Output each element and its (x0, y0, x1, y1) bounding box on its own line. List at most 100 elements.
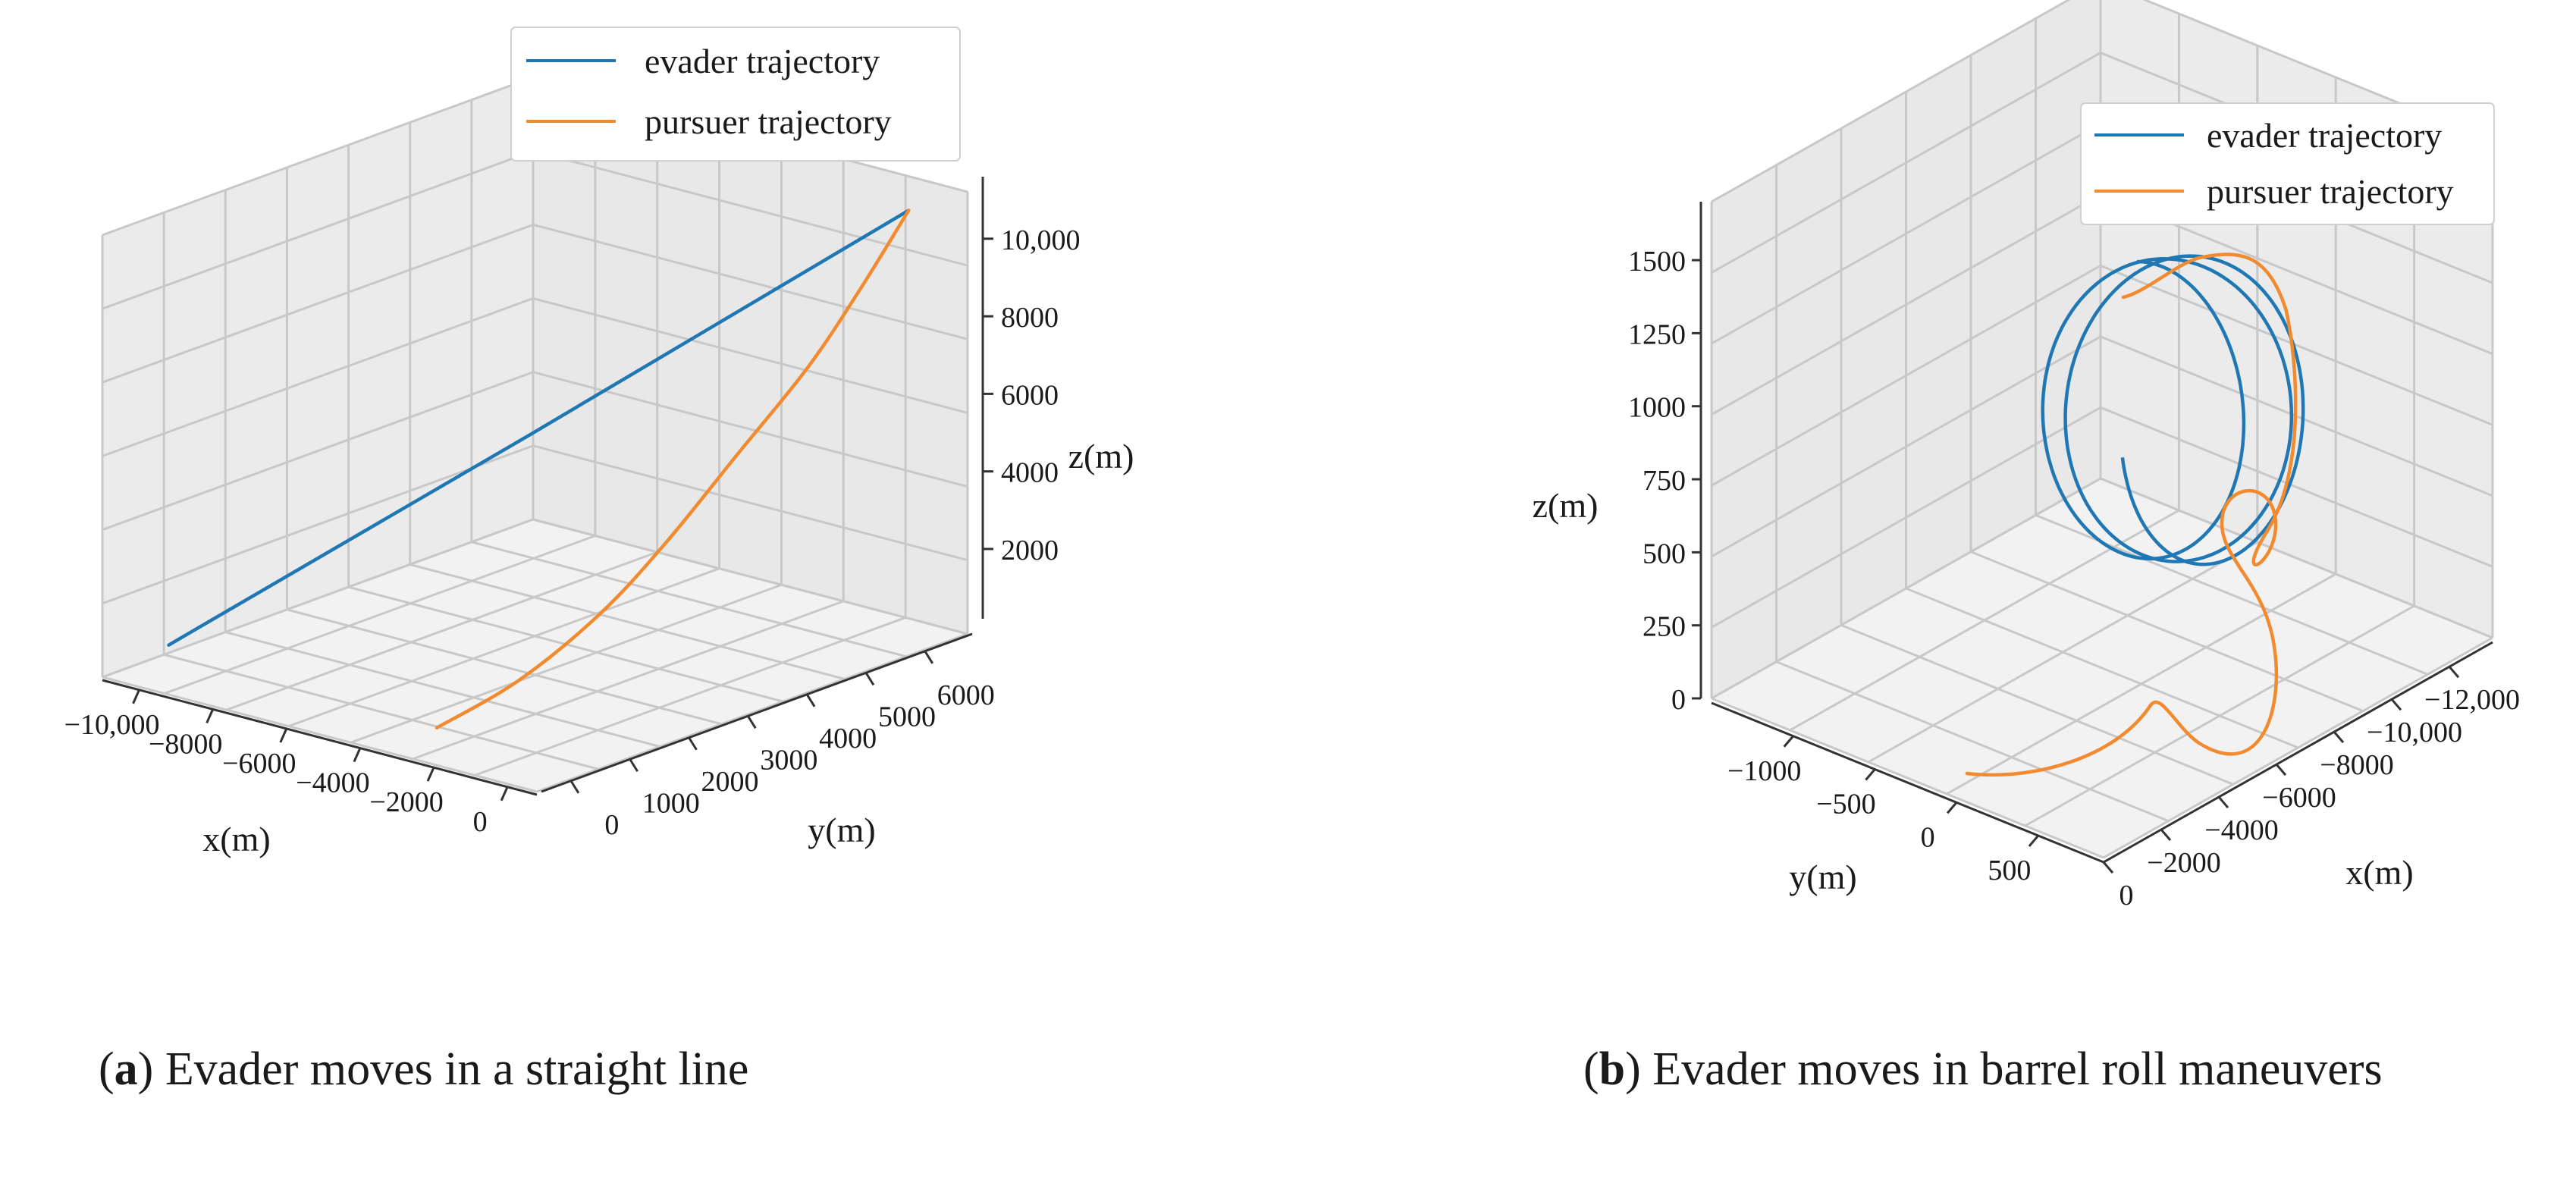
chart-b-legend-box (2080, 102, 2495, 225)
chart-a-x-tick-label: 0 (473, 806, 488, 838)
chart-a-z-tick-label: 2000 (1001, 535, 1059, 566)
chart-b-x-tick (2333, 731, 2345, 744)
chart-a-x-tick-label: −4000 (296, 767, 369, 799)
chart-b-grid-wall-z (1711, 477, 2493, 700)
chart-a-x-tick (206, 708, 215, 723)
chart-a-legend-box (510, 27, 961, 162)
chart-a-grid-floor-x (350, 583, 782, 744)
chart-a-x-tick (132, 689, 140, 704)
caption-b-text: Evader moves in barrel roll maneuvers (1641, 1043, 2383, 1095)
chart-a-z-tick-label: 8000 (1001, 302, 1059, 334)
chart-b-y-tick (2028, 835, 2039, 847)
chart-a-grid-wall-z (102, 444, 968, 605)
chart-a-z-tick-label: 6000 (1001, 379, 1059, 411)
chart-a-y-tick-label: 6000 (937, 679, 995, 711)
chart-a-grid-floor-y (163, 653, 599, 770)
chart-a-y-tick-label: 0 (604, 809, 619, 841)
chart-a-grid-floor-y (102, 676, 538, 793)
chart-b-x-tick (2102, 861, 2114, 874)
chart-a-y-tick-label: 5000 (878, 701, 936, 733)
chart-b-x-tick-label: −6000 (2262, 782, 2336, 814)
chart-b-x-axis-line (2103, 641, 2493, 864)
chart-a-x-tick-label: −8000 (149, 728, 222, 760)
caption-a-text: Evader moves in a straight line (153, 1043, 748, 1095)
chart-b-z-tick-label: 500 (1643, 538, 1686, 569)
chart-a-x-tick-label: −6000 (222, 748, 296, 780)
chart-a-y-tick (924, 650, 934, 664)
chart-a-y-tick (805, 693, 816, 707)
chart-a-x-tick (500, 786, 509, 802)
chart-b-x-tick (2390, 698, 2402, 711)
chart-b-legend-pursuer-label: pursuer trajectory (2207, 172, 2454, 211)
chart-b-grid-floor-x (1905, 587, 2299, 749)
chart-b-zlabel: z(m) (1533, 486, 1599, 525)
chart-b-x-tick-label: −2000 (2147, 847, 2220, 879)
chart-a-x-tick-label: −2000 (369, 786, 443, 818)
chart-b-z-tick-label: 1500 (1628, 246, 1686, 278)
chart-a-y-axis-line (541, 632, 973, 793)
chart-b-grid-wall-z (1711, 0, 2493, 203)
chart-a-grid-floor-x (474, 616, 906, 776)
chart-a-panes (102, 77, 968, 792)
chart-b-grid-floor-x (1711, 697, 2104, 859)
chart-a-grid-wall-z (102, 371, 968, 532)
chart-a-grid-floor-y (287, 608, 722, 726)
chart-b-x-tick (2275, 764, 2287, 776)
chart-a-legend: evader trajectory pursuer trajectory (510, 27, 961, 162)
chart-b-grid-wall-z (1711, 264, 2493, 487)
chart-b-grid-floor-x (1840, 623, 2234, 786)
chart-b-y-tick-label: 500 (1988, 855, 2031, 886)
chart-a-pursuer-line (435, 209, 911, 730)
chart-b-x-tick-label: −10,000 (2367, 717, 2462, 748)
chart-b-x-tick-label: −4000 (2204, 814, 2278, 846)
chart-a-grid-floor-x (536, 632, 968, 793)
chart-a-y-tick (864, 672, 875, 686)
chart-b-y-tick-label: 0 (1921, 821, 1935, 853)
chart-b-grid-floor-x (1775, 660, 2170, 823)
chart-b-y-tick (1946, 802, 1958, 814)
chart-b-axes (1692, 202, 2493, 874)
chart-a-grid-floor-x (226, 551, 658, 711)
chart-a-ylabel: y(m) (808, 811, 875, 849)
chart-a-axes (102, 177, 993, 802)
chart-a-gridlines (101, 76, 969, 793)
chart-b-x-tick-label: −12,000 (2424, 684, 2520, 716)
chart-a-zlabel: z(m) (1068, 437, 1134, 475)
chart-a-grid-floor-x (164, 535, 596, 695)
chart-b-x-tick (2448, 666, 2460, 679)
chart-a-z-tick-label: 4000 (1001, 457, 1059, 489)
chart-a-grid-wall-z (102, 518, 968, 679)
chart-a-y-tick (569, 780, 580, 794)
chart-a-x-axis-line (102, 679, 538, 796)
chart-b-legend: evader trajectory pursuer trajectory (2080, 102, 2495, 225)
chart-a-x-tick (353, 747, 362, 763)
chart-b-x-tick (2160, 829, 2172, 842)
chart-b-x-tick (2217, 796, 2229, 809)
chart-panel-b: 0 −2000−4000−6000−8000−10,000−12,000 −1000… (1533, 0, 2520, 911)
chart-b-x-tick-label: 0 (2119, 880, 2134, 911)
chart-b-evader-line (2041, 254, 2305, 566)
chart-a-z-tick-label: 10,000 (1001, 224, 1081, 256)
chart-b-z-tick-label: 1250 (1628, 318, 1686, 350)
chart-b-tick-labels: 0 −2000−4000−6000−8000−10,000−12,000 −1000… (1628, 246, 2520, 911)
chart-b-legend-evader-label: evader trajectory (2207, 116, 2442, 155)
chart-a-legend-evader-label: evader trajectory (645, 42, 880, 80)
chart-a-grid-wall-z (102, 223, 968, 384)
chart-b-grid-floor-y (1946, 573, 2336, 795)
chart-a-y-tick (747, 715, 757, 729)
chart-b-z-tick-label: 250 (1643, 611, 1686, 643)
chart-b-y-tick (1783, 735, 1794, 748)
chart-b-grid-floor-y (2103, 636, 2493, 859)
chart-a-x-tick (279, 728, 288, 743)
chart-a-xlabel: x(m) (202, 820, 270, 858)
chart-b-z-tick-label: 750 (1643, 465, 1686, 497)
chart-b-grid-floor-y (2024, 604, 2415, 827)
chart-b-ylabel: y(m) (1789, 858, 1856, 896)
chart-b-pursuer-line (1965, 253, 2298, 777)
chart-b-y-tick (1865, 768, 1876, 781)
caption-a: (a) Evader moves in a straight line (99, 1043, 748, 1095)
chart-a-series (167, 209, 911, 730)
